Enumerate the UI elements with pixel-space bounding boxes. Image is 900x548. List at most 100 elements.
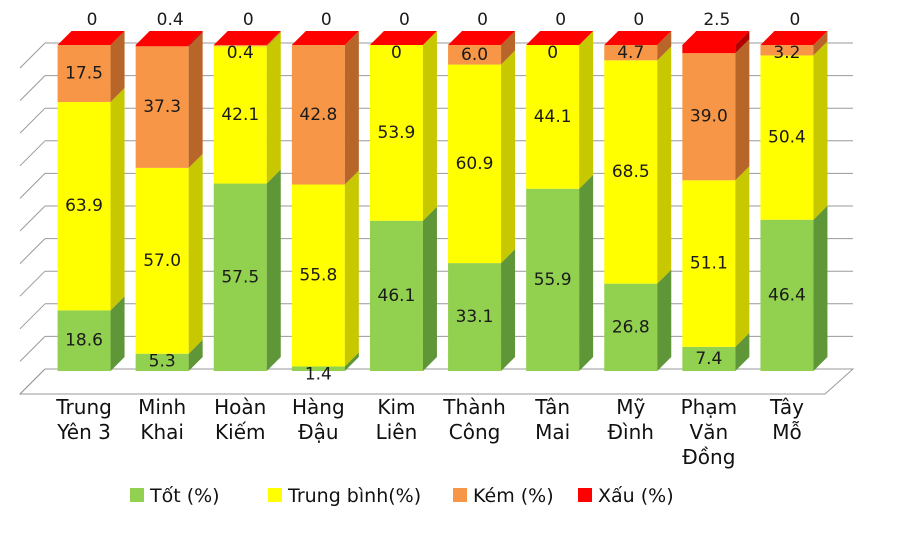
value-label-hoan-kiem-trung-binh: 42.1 — [221, 105, 259, 125]
category-label-line: Liên — [376, 420, 418, 444]
legend-swatch — [130, 488, 144, 502]
value-label-thanh-cong-trung-binh: 60.9 — [456, 154, 494, 174]
category-label-line: Văn — [690, 420, 729, 444]
gridline-side — [19, 336, 46, 362]
bar-front — [604, 60, 658, 284]
bar-segment-tay-mo-trung-binh — [760, 41, 828, 220]
bar-group-thanh-cong — [448, 31, 516, 371]
bar-front — [57, 102, 111, 311]
value-label-kim-lien-xau: 0 — [399, 10, 410, 30]
bar-segment-kim-lien-tot — [369, 206, 437, 371]
value-label-my-dinh-tot: 26.8 — [612, 317, 650, 337]
value-label-my-dinh-trung-binh: 68.5 — [612, 162, 650, 182]
value-label-pham-van-dong-trung-binh: 51.1 — [690, 254, 728, 274]
bar-front — [369, 220, 423, 371]
bar-front — [57, 310, 111, 371]
legend: Tốt (%) Trung bình(%) Kém (%) Xấu (%) — [130, 485, 674, 507]
bar-front — [291, 45, 345, 185]
bar-front — [526, 188, 580, 371]
bar-front — [682, 53, 736, 181]
bar-segment-tay-mo-kem — [760, 31, 828, 56]
bar-front — [682, 346, 736, 371]
bar-side — [735, 332, 750, 371]
category-label-pham-van-dong: Phạm Văn Đồng — [681, 395, 737, 469]
bar-front — [526, 45, 580, 189]
bar-side — [579, 174, 594, 371]
category-label-hoan-kiem: Hoàn Kiếm — [214, 395, 266, 444]
bar-front — [135, 167, 189, 354]
bar-side — [188, 32, 203, 168]
bar-segment-minh-khai-trung-binh — [135, 153, 203, 354]
legend-item-kem: Kém (%) — [453, 485, 554, 507]
value-label-tan-mai-trung-binh: 44.1 — [534, 107, 572, 127]
category-label-minh-khai: Minh Khai — [138, 395, 186, 444]
category-label-line: Mai — [535, 420, 570, 444]
category-label-line: Minh — [138, 395, 186, 419]
category-label-line: Công — [449, 420, 501, 444]
bar-segment-my-dinh-tot — [604, 269, 672, 371]
legend-label: Tốt (%) — [149, 485, 220, 507]
bar-front — [369, 45, 423, 221]
bar-side — [813, 205, 828, 371]
bar-group-hoan-kiem — [213, 31, 281, 371]
bar-side — [110, 296, 125, 371]
bar-front — [291, 184, 345, 367]
category-label-line: Tây — [769, 395, 804, 419]
gridline-side — [19, 303, 46, 330]
value-label-thanh-cong-xau: 0 — [477, 10, 488, 30]
bar-segment-hoan-kiem-trung-binh — [213, 32, 281, 184]
bar-segment-tay-mo-tot — [760, 205, 828, 371]
value-label-tay-mo-tot: 46.4 — [768, 285, 806, 305]
bar-top-tay-mo — [760, 31, 828, 45]
bar-group-hang-dau — [291, 31, 359, 371]
category-label-line: Đậu — [298, 420, 338, 444]
gridline-side — [19, 140, 46, 167]
bar-side — [344, 31, 359, 185]
value-label-pham-van-dong-tot: 7.4 — [695, 349, 722, 369]
value-label-tay-mo-kem: 3.2 — [773, 43, 800, 63]
category-label-line: Kiếm — [215, 420, 265, 444]
bar-segment-trung-yen-3-trung-binh — [57, 88, 125, 311]
bar-side — [579, 31, 594, 189]
bar-front — [604, 45, 658, 61]
bar-top-hoan-kiem — [213, 31, 281, 45]
value-label-minh-khai-xau: 0.4 — [157, 10, 184, 30]
value-label-hang-dau-kem: 42.8 — [299, 105, 337, 125]
bar-side — [344, 170, 359, 367]
bar-side — [813, 31, 828, 56]
bar-segment-pham-van-dong-xau — [682, 31, 750, 54]
value-label-tay-mo-trung-binh: 50.4 — [768, 128, 806, 148]
bar-front — [57, 45, 111, 103]
bar-side — [501, 249, 516, 371]
bar-side — [501, 31, 516, 65]
legend-label: Kém (%) — [473, 485, 554, 507]
bar-front — [291, 366, 345, 371]
bar-top-kim-lien — [369, 31, 437, 45]
value-label-thanh-cong-tot: 33.1 — [456, 307, 494, 327]
value-label-minh-khai-kem: 37.3 — [143, 97, 181, 117]
bar-segment-minh-khai-xau — [135, 31, 203, 47]
bar-top-trung-yen-3 — [57, 31, 125, 45]
value-label-trung-yen-3-trung-binh: 63.9 — [65, 196, 103, 216]
category-labels-layer: Trung Yên 3 Minh Khai Hoàn Kiếm Hàng Đậu Kim Liên… — [55, 395, 804, 469]
category-label-thanh-cong: Thành Công — [442, 395, 506, 444]
bar-front — [213, 45, 267, 47]
bar-side — [657, 46, 672, 284]
bar-side — [657, 31, 672, 61]
category-label-line: Đình — [608, 420, 654, 444]
bar-group-my-dinh — [604, 31, 672, 371]
value-label-thanh-cong-kem: 6.0 — [461, 45, 488, 65]
bar-segment-hang-dau-trung-binh — [291, 170, 359, 367]
bar-segment-hang-dau-tot — [291, 352, 359, 371]
bar-group-tay-mo — [760, 31, 828, 371]
value-label-kim-lien-kem: 0 — [391, 43, 402, 63]
bar-front — [448, 263, 502, 371]
bar-top-my-dinh — [604, 31, 672, 45]
bar-front — [760, 219, 814, 371]
value-label-minh-khai-tot: 5.3 — [149, 352, 176, 372]
category-label-line: Thành — [442, 395, 506, 419]
bar-side — [501, 50, 516, 264]
value-label-tan-mai-xau: 0 — [555, 10, 566, 30]
bar-segment-trung-yen-3-kem — [57, 31, 125, 103]
